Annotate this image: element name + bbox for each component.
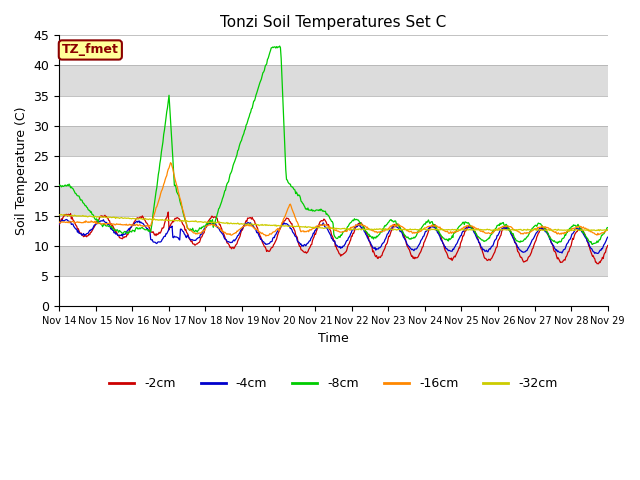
-2cm <box>55 222 63 228</box>
Bar <box>59 96 608 126</box>
-32cm <box>417 226 425 232</box>
-32cm <box>604 228 612 233</box>
-8cm <box>122 229 129 235</box>
-2cm <box>164 209 172 215</box>
-8cm <box>206 217 214 223</box>
Bar <box>59 65 608 96</box>
Line: -8cm: -8cm <box>59 46 608 244</box>
-4cm <box>401 237 408 242</box>
-2cm <box>178 219 186 225</box>
-4cm <box>66 219 74 225</box>
-32cm <box>401 227 408 232</box>
-2cm <box>207 215 215 221</box>
-16cm <box>166 160 174 166</box>
-32cm <box>565 228 573 234</box>
-8cm <box>604 225 612 230</box>
-32cm <box>122 216 130 221</box>
-8cm <box>65 181 73 187</box>
-4cm <box>594 251 602 256</box>
-2cm <box>122 234 129 240</box>
Legend: -2cm, -4cm, -8cm, -16cm, -32cm: -2cm, -4cm, -8cm, -16cm, -32cm <box>104 372 563 396</box>
-16cm <box>178 204 186 210</box>
-32cm <box>178 218 186 224</box>
-2cm <box>604 242 612 248</box>
Bar <box>59 276 608 306</box>
-2cm <box>595 261 602 266</box>
-4cm <box>63 216 70 222</box>
Bar <box>59 156 608 186</box>
Bar <box>59 216 608 246</box>
-8cm <box>55 182 63 188</box>
Bar <box>59 186 608 216</box>
Title: Tonzi Soil Temperatures Set C: Tonzi Soil Temperatures Set C <box>220 15 447 30</box>
Bar <box>59 126 608 156</box>
-32cm <box>66 213 74 219</box>
-8cm <box>417 227 425 232</box>
-16cm <box>122 222 129 228</box>
-16cm <box>55 219 63 225</box>
-4cm <box>604 234 612 240</box>
-4cm <box>122 229 130 235</box>
-16cm <box>262 233 270 239</box>
X-axis label: Time: Time <box>318 332 349 345</box>
-16cm <box>65 220 73 226</box>
Line: -32cm: -32cm <box>59 215 608 231</box>
-2cm <box>65 212 73 218</box>
-2cm <box>417 249 425 254</box>
-8cm <box>401 232 408 238</box>
Bar <box>59 36 608 65</box>
Line: -16cm: -16cm <box>59 163 608 236</box>
-4cm <box>55 221 63 227</box>
-32cm <box>207 220 215 226</box>
-2cm <box>401 235 408 240</box>
-16cm <box>402 227 410 232</box>
-32cm <box>58 212 65 217</box>
Text: TZ_fmet: TZ_fmet <box>62 44 119 57</box>
Line: -4cm: -4cm <box>59 219 608 253</box>
-4cm <box>178 227 186 233</box>
-4cm <box>207 219 215 225</box>
-16cm <box>604 227 612 233</box>
Bar <box>59 246 608 276</box>
-8cm <box>177 203 185 208</box>
Line: -2cm: -2cm <box>59 212 608 264</box>
-8cm <box>589 241 596 247</box>
-4cm <box>417 238 425 243</box>
-8cm <box>276 43 284 49</box>
-16cm <box>207 222 215 228</box>
Y-axis label: Soil Temperature (C): Soil Temperature (C) <box>15 107 28 235</box>
-16cm <box>418 227 426 233</box>
-32cm <box>55 212 63 217</box>
